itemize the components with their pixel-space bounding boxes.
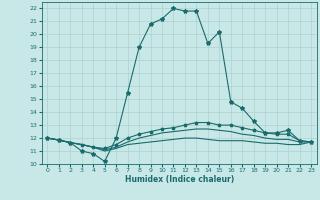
X-axis label: Humidex (Indice chaleur): Humidex (Indice chaleur) bbox=[124, 175, 234, 184]
